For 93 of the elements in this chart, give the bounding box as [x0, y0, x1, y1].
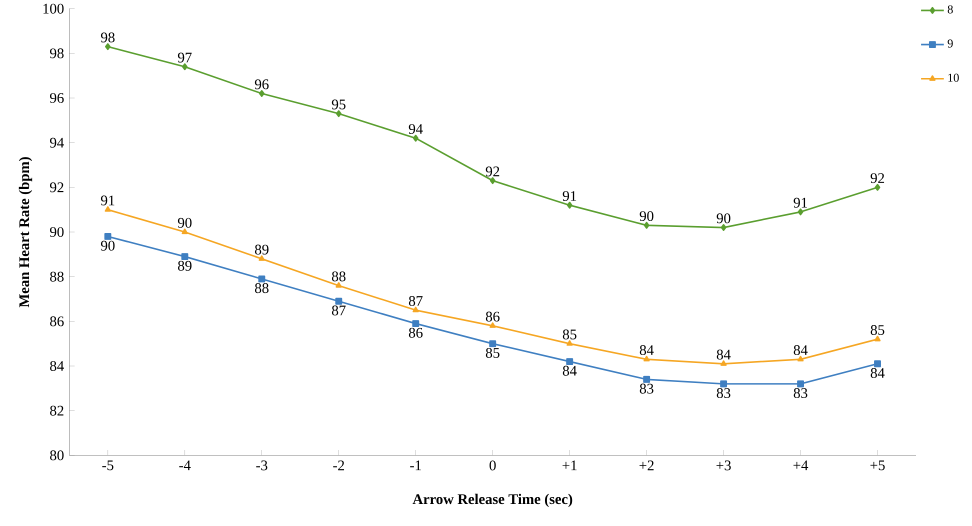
data-label: 89 [254, 244, 268, 255]
point [489, 340, 496, 348]
point [797, 356, 804, 362]
data-label: 91 [100, 196, 114, 206]
y-tick-label: 86 [50, 316, 64, 326]
point [182, 228, 188, 234]
data-label: 92 [486, 166, 500, 176]
y-tick-label: 100 [43, 4, 64, 14]
point [874, 336, 881, 342]
point [644, 356, 650, 362]
point [798, 208, 804, 216]
data-label: 83 [640, 384, 654, 394]
point [181, 253, 188, 260]
y-tick-label: 88 [50, 272, 64, 282]
point [412, 306, 419, 312]
point [336, 110, 342, 118]
y-tick-label: 92 [50, 182, 64, 192]
legend-label: 8 [948, 5, 953, 14]
data-label: 88 [332, 271, 346, 282]
x-tick-label: -5 [102, 460, 114, 470]
y-axis-title: Mean Heart Rate (bpm) [18, 157, 32, 308]
point [104, 233, 112, 240]
data-label: 90 [716, 213, 730, 224]
y-tick-label: 82 [50, 406, 64, 416]
point [874, 360, 881, 368]
point [182, 63, 188, 70]
y-tick-label: 80 [50, 450, 64, 460]
point [490, 177, 496, 184]
y-tick-label: 94 [50, 138, 64, 148]
x-axis-title: Arrow Release Time (sec) [412, 494, 572, 508]
x-tick-label: 0 [490, 460, 496, 470]
data-label: 90 [178, 218, 192, 228]
point [566, 202, 572, 209]
x-tick-label: -2 [333, 460, 344, 470]
x-tick-label: +3 [716, 460, 731, 470]
data-label: 97 [178, 52, 192, 62]
point [720, 360, 727, 366]
data-label: 90 [640, 211, 654, 222]
data-label: 83 [716, 388, 730, 398]
x-tick-label: -4 [179, 460, 191, 470]
data-label: 96 [254, 79, 269, 90]
point [104, 206, 111, 212]
point [566, 358, 574, 365]
x-tick-label: -1 [410, 460, 421, 470]
y-tick-label: 98 [50, 48, 64, 58]
data-label: 88 [254, 283, 269, 294]
data-label: 85 [562, 330, 576, 340]
data-label: 85 [486, 348, 500, 358]
point [258, 275, 266, 282]
x-tick-label: +5 [870, 460, 885, 470]
y-tick-label: 90 [50, 227, 64, 237]
data-label: 84 [716, 350, 731, 360]
data-label: 87 [332, 306, 346, 316]
data-label: 86 [486, 312, 500, 322]
x-tick-label: -3 [256, 460, 268, 470]
data-label: 83 [794, 388, 808, 398]
point [720, 380, 728, 388]
data-label: 84 [640, 345, 654, 356]
point [258, 90, 265, 97]
point [874, 184, 880, 191]
point [720, 224, 726, 231]
point [643, 376, 650, 383]
legend-label: 9 [948, 40, 953, 48]
data-label: 86 [408, 328, 423, 338]
data-label: 95 [332, 100, 346, 110]
x-tick-label: +4 [793, 460, 808, 470]
x-tick-label: +2 [640, 460, 654, 470]
point [336, 282, 342, 288]
legend-label: 10 [948, 74, 959, 82]
point [797, 380, 804, 388]
point [412, 320, 420, 328]
point [412, 134, 418, 142]
point [644, 222, 650, 229]
data-label: 85 [870, 325, 884, 335]
data-label: 91 [562, 191, 576, 201]
data-label: 91 [794, 198, 807, 208]
data-label: 84 [794, 345, 808, 356]
point [258, 255, 265, 261]
point [566, 340, 573, 346]
data-label: 84 [870, 368, 885, 378]
y-tick-label: 96 [50, 93, 64, 103]
data-label: 98 [100, 32, 115, 42]
point [105, 43, 111, 50]
data-label: 92 [870, 173, 884, 184]
x-tick-label: +1 [562, 460, 577, 470]
point [335, 298, 342, 305]
data-label: 89 [178, 260, 192, 271]
point [490, 322, 496, 328]
data-label: 90 [100, 240, 115, 251]
data-label: 94 [408, 124, 423, 134]
data-label: 87 [408, 296, 423, 306]
data-label: 84 [562, 366, 577, 376]
y-tick-label: 84 [50, 361, 64, 371]
